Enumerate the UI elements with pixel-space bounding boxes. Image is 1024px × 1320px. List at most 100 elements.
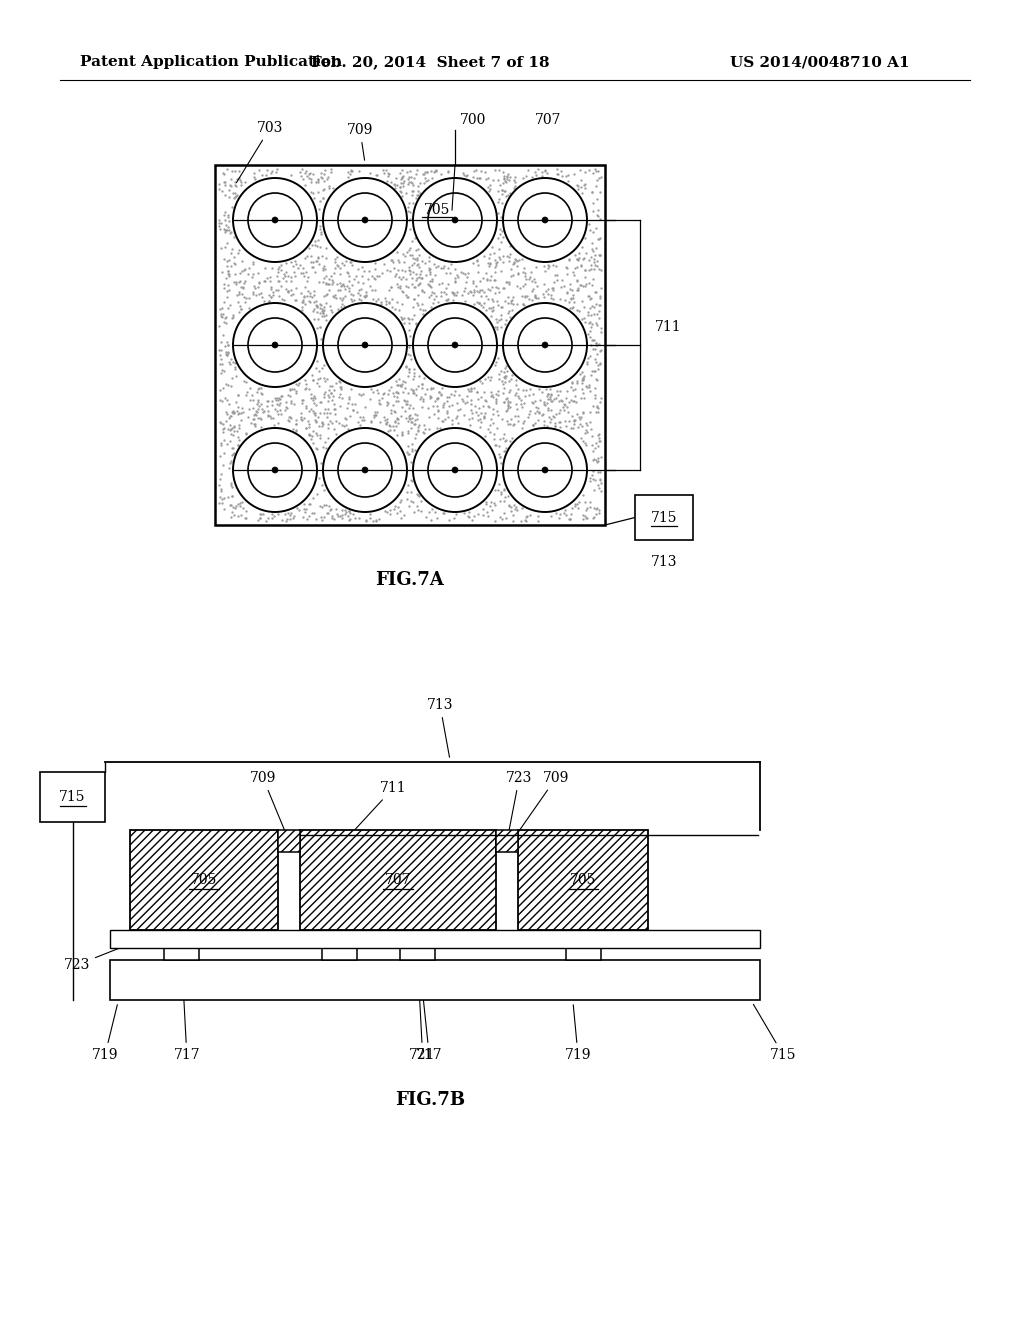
Point <box>238 508 254 529</box>
Point <box>457 264 473 285</box>
Point <box>306 502 323 523</box>
Point <box>227 272 244 293</box>
Point <box>297 502 313 523</box>
Point <box>364 412 380 433</box>
Point <box>403 230 420 251</box>
Point <box>486 494 503 515</box>
Point <box>213 391 229 412</box>
Point <box>589 343 605 364</box>
Point <box>224 425 241 446</box>
Point <box>215 312 231 333</box>
Point <box>511 249 527 271</box>
Point <box>220 375 237 396</box>
Point <box>509 399 525 420</box>
Point <box>500 395 516 416</box>
Point <box>227 358 244 379</box>
Point <box>298 261 314 282</box>
Point <box>223 450 240 471</box>
Point <box>503 409 519 430</box>
Point <box>583 334 599 355</box>
Point <box>489 400 506 421</box>
Point <box>385 395 401 416</box>
Point <box>580 414 596 436</box>
Point <box>412 182 428 203</box>
Circle shape <box>413 428 497 512</box>
Point <box>212 345 228 366</box>
Point <box>304 370 321 391</box>
Point <box>502 379 518 400</box>
Point <box>537 260 553 281</box>
Point <box>406 253 422 275</box>
Point <box>394 166 411 187</box>
Point <box>215 418 231 440</box>
Point <box>413 261 429 282</box>
Point <box>493 206 509 227</box>
Point <box>527 272 544 293</box>
Point <box>218 342 234 363</box>
Point <box>545 405 561 426</box>
Point <box>586 449 602 470</box>
Point <box>502 236 518 257</box>
Point <box>297 276 313 297</box>
Point <box>394 281 411 302</box>
Point <box>585 268 601 289</box>
Point <box>589 205 605 226</box>
Point <box>314 260 331 281</box>
Point <box>447 271 464 292</box>
Point <box>558 504 574 525</box>
Point <box>516 286 532 308</box>
Point <box>260 290 276 312</box>
Point <box>551 508 567 529</box>
Point <box>589 314 605 335</box>
Point <box>288 374 304 395</box>
Point <box>293 392 309 413</box>
Point <box>568 248 585 269</box>
Point <box>473 160 489 181</box>
Point <box>498 172 514 193</box>
Point <box>399 475 416 496</box>
Point <box>231 168 248 189</box>
Point <box>469 292 485 313</box>
Circle shape <box>413 178 497 261</box>
Point <box>314 412 331 433</box>
Point <box>328 251 344 272</box>
Point <box>493 304 509 325</box>
Point <box>211 210 227 231</box>
Point <box>585 329 601 350</box>
Point <box>276 504 293 525</box>
Point <box>435 396 452 417</box>
Circle shape <box>323 178 407 261</box>
Point <box>228 366 245 387</box>
Point <box>224 417 241 438</box>
Point <box>218 345 234 366</box>
Point <box>398 488 415 510</box>
Point <box>517 165 534 186</box>
Point <box>333 379 349 400</box>
Point <box>547 412 563 433</box>
Point <box>478 491 495 512</box>
Point <box>213 261 229 282</box>
Point <box>416 368 432 389</box>
Point <box>578 499 594 520</box>
Point <box>459 267 475 288</box>
Point <box>572 408 589 429</box>
Point <box>418 170 434 191</box>
Point <box>252 507 268 528</box>
Point <box>524 271 541 292</box>
Point <box>490 203 507 224</box>
Point <box>540 383 556 404</box>
Point <box>459 385 475 407</box>
Point <box>296 285 312 306</box>
Point <box>305 433 322 454</box>
Text: 709: 709 <box>250 771 288 838</box>
Circle shape <box>338 318 392 372</box>
Point <box>584 465 600 486</box>
Point <box>245 409 261 430</box>
Point <box>521 384 538 405</box>
Point <box>582 297 598 318</box>
Point <box>355 285 372 306</box>
Point <box>306 280 323 301</box>
Point <box>568 248 585 269</box>
Point <box>430 256 446 277</box>
Point <box>573 428 590 449</box>
